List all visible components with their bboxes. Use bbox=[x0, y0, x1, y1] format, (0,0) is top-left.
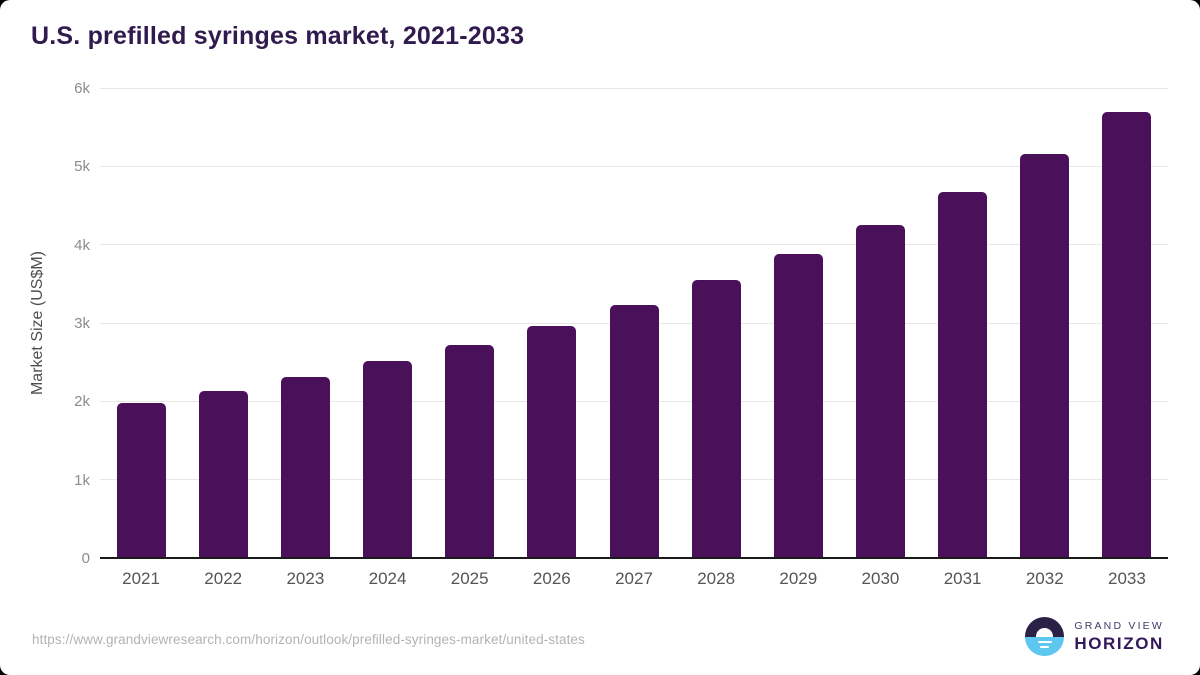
grand-view-horizon-logo: GRAND VIEW HORIZON bbox=[1025, 617, 1164, 656]
bar-2031 bbox=[938, 192, 988, 558]
bar-2028 bbox=[691, 280, 741, 558]
gridline-6k bbox=[100, 87, 1168, 89]
bar-2032 bbox=[1020, 153, 1070, 558]
logo-horizon-text: HORIZON bbox=[1074, 633, 1164, 653]
y-tick-4k: 4k bbox=[74, 236, 90, 254]
bar-2029 bbox=[773, 254, 823, 558]
logo-sun-shape bbox=[1036, 627, 1054, 637]
bar-2026 bbox=[527, 326, 577, 558]
y-tick-3k: 3k bbox=[74, 315, 90, 332]
x-label-2027: 2027 bbox=[615, 569, 653, 588]
y-tick-1k: 1k bbox=[74, 471, 90, 489]
bar-2021 bbox=[116, 403, 166, 558]
x-label-2028: 2028 bbox=[697, 569, 736, 588]
x-label-2030: 2030 bbox=[861, 569, 900, 588]
logo-sky-half bbox=[1025, 617, 1065, 637]
y-tick-0: 0 bbox=[81, 550, 90, 567]
y-tick-6k: 6k bbox=[74, 80, 90, 97]
x-label-2025: 2025 bbox=[450, 569, 489, 588]
logo-reflection-line bbox=[1040, 645, 1050, 649]
y-tick-5k: 5k bbox=[74, 158, 90, 176]
source-url: https://www.grandviewresearch.com/horizo… bbox=[32, 632, 585, 647]
bar-2027 bbox=[609, 304, 659, 558]
x-label-2023: 2023 bbox=[286, 569, 325, 588]
gridline-5k bbox=[100, 165, 1168, 167]
chart-title: U.S. prefilled syringes market, 2021-203… bbox=[31, 22, 525, 50]
x-label-2026: 2026 bbox=[532, 569, 571, 588]
logo-text: GRAND VIEW HORIZON bbox=[1074, 620, 1164, 654]
gridline-4k bbox=[100, 244, 1168, 246]
logo-grand-view-text: GRAND VIEW bbox=[1074, 619, 1164, 632]
bar-2033 bbox=[1102, 111, 1152, 558]
y-tick-2k: 2k bbox=[74, 393, 90, 411]
bar-2023 bbox=[280, 376, 330, 558]
x-label-2029: 2029 bbox=[779, 569, 818, 588]
x-label-2033: 2033 bbox=[1108, 569, 1146, 588]
x-label-2032: 2032 bbox=[1025, 569, 1064, 588]
x-label-2031: 2031 bbox=[943, 569, 982, 588]
footer: https://www.grandviewresearch.com/horizo… bbox=[0, 610, 1200, 675]
logo-reflection-line bbox=[1037, 640, 1052, 644]
horizon-sun-icon bbox=[1025, 617, 1065, 656]
x-label-2021: 2021 bbox=[122, 569, 160, 588]
bar-2030 bbox=[855, 225, 905, 558]
x-label-2022: 2022 bbox=[204, 569, 243, 588]
x-axis-line bbox=[100, 557, 1168, 559]
bar-2024 bbox=[363, 361, 413, 558]
x-label-2024: 2024 bbox=[368, 569, 407, 588]
bar-2025 bbox=[445, 344, 495, 558]
bar-2022 bbox=[198, 390, 248, 558]
